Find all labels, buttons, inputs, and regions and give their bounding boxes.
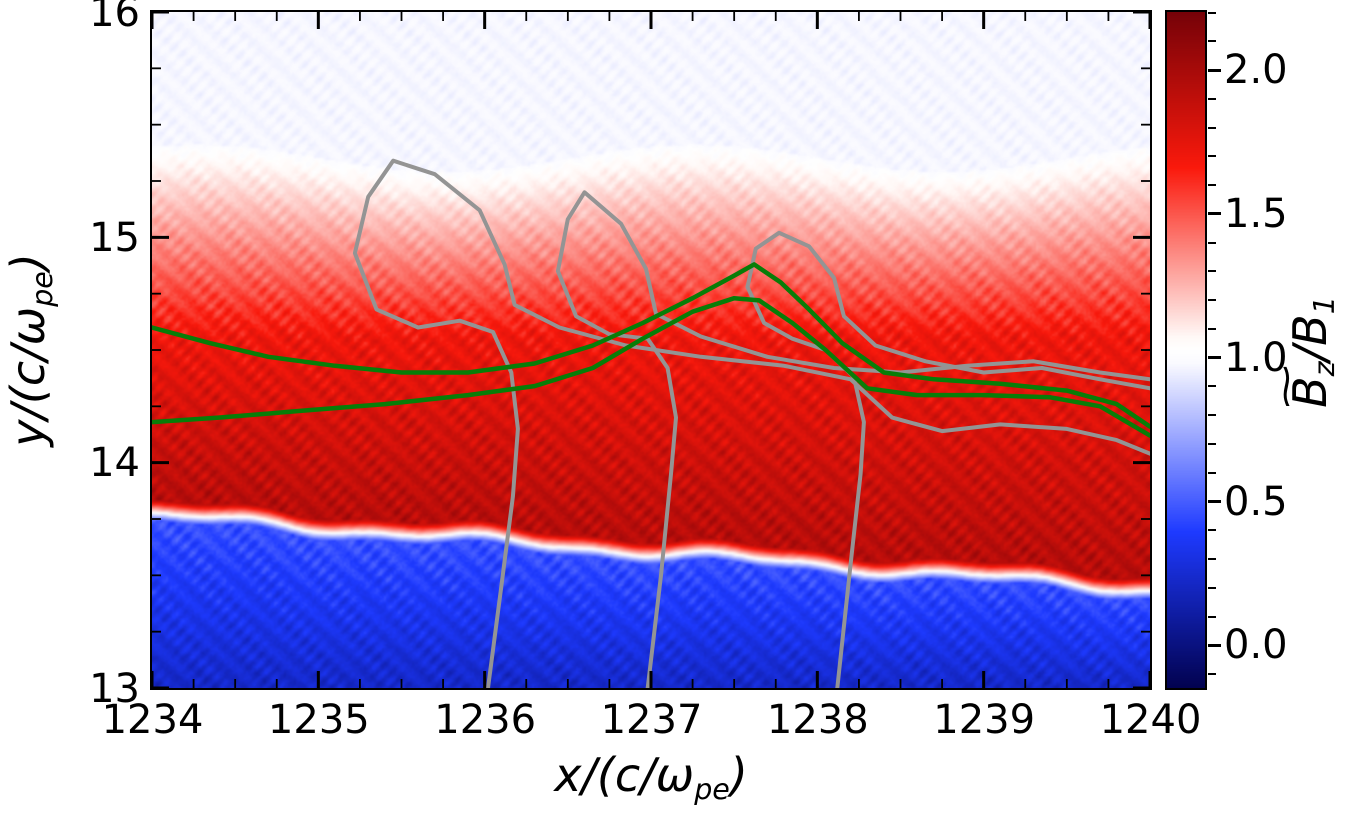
x-tick-label: 1236 [434,697,537,743]
colorbar-minor-tick [1208,442,1216,445]
colorbar-gradient [1167,12,1205,688]
colorbar-minor-tick [1208,155,1216,158]
y-axis-label: y/(c/ωpe) [1,253,59,447]
colorbar-major-tick [1208,643,1221,647]
colorbar-major-tick [1208,212,1221,216]
colorbar-minor-tick [1208,558,1216,561]
colorbar-tick-label: 2.0 [1224,47,1288,94]
gray-particle-trajectory [555,190,1150,688]
tilde-accent: ∼ [1263,360,1307,413]
y-tick-label: 16 [89,0,140,36]
y-axis-label-text: y/(c/ [1,345,56,447]
colorbar-label: ∼ Bz/B1 [1264,296,1341,413]
colorbar [1165,10,1207,690]
colorbar-major-tick [1208,500,1221,504]
colorbar-minor-tick [1208,673,1216,676]
gray-particle-trajectory [745,230,1150,688]
omega-subscript: pe [25,271,59,307]
omega-symbol: ω [655,748,695,803]
y-tick-label: 14 [89,440,140,487]
trajectories-overlay [152,158,1150,688]
colorbar-minor-tick [1208,299,1216,302]
axis-tick-marks [152,12,1150,688]
omega-subscript: pe [694,772,730,806]
colorbar-minor-tick [1208,615,1216,618]
colorbar-minor-tick [1208,11,1216,14]
colorbar-minor-tick [1208,586,1216,589]
plot-area [150,10,1152,690]
colorbar-minor-tick [1208,471,1216,474]
colorbar-minor-tick [1208,385,1216,388]
green-particle-trajectory [152,295,1150,438]
B-denominator: B [1283,314,1338,346]
z-subscript: z [1307,361,1341,377]
x-axis-label-close: ) [729,748,748,803]
colorbar-minor-tick [1208,97,1216,100]
x-axis-label-text: x/(c/ [554,748,656,803]
colorbar-tick-label: 1.5 [1224,190,1288,237]
x-tick-label: 1240 [1099,697,1202,743]
colorbar-minor-tick [1208,126,1216,129]
colorbar-tick-label: 0.0 [1224,622,1288,669]
green-particle-trajectory [152,262,1150,429]
colorbar-minor-tick [1208,414,1216,417]
colorbar-major-tick [1208,68,1221,72]
x-tick-label: 1239 [933,697,1036,743]
slash: / [1283,345,1338,362]
x-tick-label: 1235 [267,697,370,743]
colorbar-minor-tick [1208,327,1216,330]
x-tick-label: 1237 [600,697,703,743]
y-tick-label: 15 [89,214,140,261]
colorbar-minor-tick [1208,40,1216,43]
colorbar-tick-label: 1.0 [1224,334,1288,381]
x-axis-label: x/(c/ωpe) [554,748,748,806]
colorbar-minor-tick [1208,184,1216,187]
omega-symbol: ω [1,306,56,346]
colorbar-tick-label: 0.5 [1224,478,1288,525]
gray-particle-trajectory [352,158,1150,688]
colorbar-major-tick [1208,356,1221,360]
colorbar-minor-tick [1208,241,1216,244]
colorbar-minor-tick [1208,270,1216,273]
colorbar-minor-tick [1208,529,1216,532]
x-tick-label: 1234 [101,697,204,743]
one-subscript: 1 [1307,296,1341,315]
y-tick-label: 13 [89,665,140,712]
widetilde-B: ∼ B [1264,361,1337,413]
y-axis-label-close: ) [1,253,56,272]
x-tick-label: 1238 [766,697,869,743]
